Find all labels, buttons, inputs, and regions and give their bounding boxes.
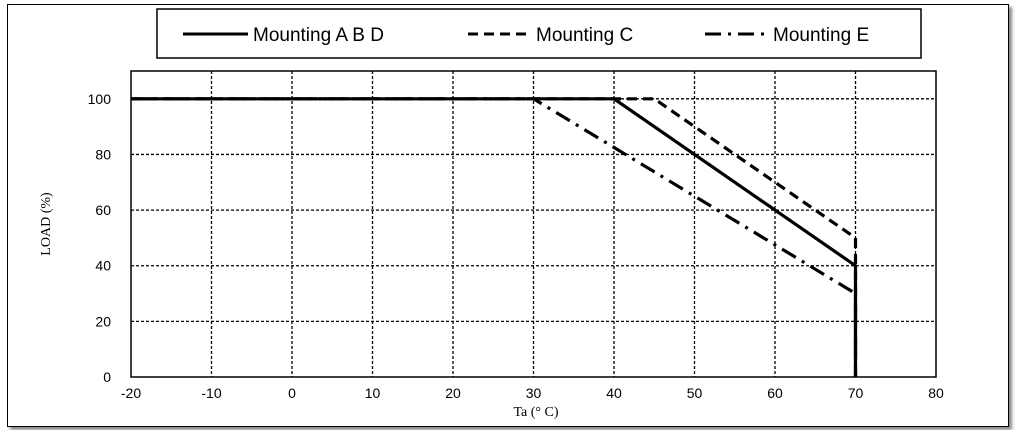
y-axis-title: LOAD (%) [39, 192, 54, 256]
x-tick-label: 50 [687, 385, 703, 401]
x-tick-label: 0 [288, 385, 296, 401]
axes: -20 -10 0 10 20 30 40 50 60 70 80 0 20 40 60 80 100 Ta (°… [39, 70, 944, 420]
x-tick-label: -20 [121, 385, 141, 401]
x-tick-label: 30 [526, 385, 542, 401]
x-tick-label: 60 [767, 385, 783, 401]
grid [131, 71, 936, 377]
legend: Mounting A B D Mounting C Mounting E [156, 8, 922, 59]
series-layer [131, 97, 858, 377]
legend-label-1: Mounting A B D [253, 25, 384, 46]
series-line-1 [131, 97, 858, 377]
legend-box [156, 8, 922, 59]
plot-frame [130, 70, 937, 378]
y-tick-label: 100 [88, 91, 112, 107]
x-tick-label: 40 [606, 385, 622, 401]
legend-label-3: Mounting E [773, 25, 869, 46]
chart-frame [7, 4, 1009, 427]
series-line-2 [131, 97, 858, 377]
series-line-3 [131, 97, 858, 377]
y-tick-label: 80 [95, 146, 111, 162]
x-tick-label: 80 [928, 385, 944, 401]
y-tick-label: 40 [95, 258, 111, 274]
legend-label-2: Mounting C [536, 25, 633, 46]
y-tick-label: 0 [103, 369, 111, 385]
x-tick-label: -10 [201, 385, 221, 401]
x-tick-label: 20 [445, 385, 461, 401]
x-axis-title: Ta (° C) [513, 405, 558, 420]
x-tick-label: 10 [365, 385, 381, 401]
x-tick-label: 70 [848, 385, 864, 401]
y-tick-label: 60 [95, 202, 111, 218]
y-tick-label: 20 [95, 313, 111, 329]
